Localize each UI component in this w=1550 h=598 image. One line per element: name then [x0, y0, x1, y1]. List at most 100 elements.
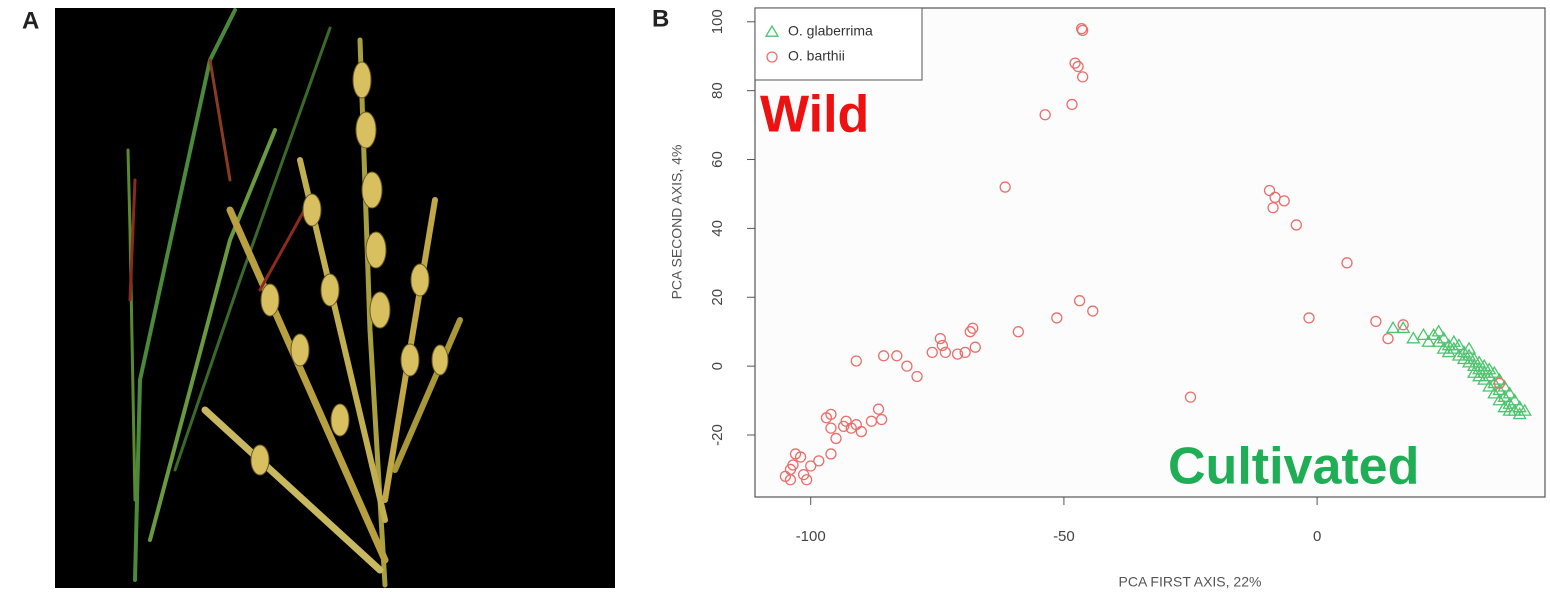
- point: [1497, 400, 1512, 413]
- point: [1396, 320, 1411, 334]
- y-axis-title: PCA SECOND AXIS, 4%: [669, 145, 685, 300]
- point: [1087, 305, 1099, 317]
- point: [1451, 338, 1467, 351]
- point: [1482, 379, 1497, 392]
- point: [967, 322, 979, 334]
- point: [959, 346, 971, 359]
- point: [820, 412, 833, 424]
- point: [805, 460, 817, 472]
- point: [1267, 202, 1279, 214]
- panel-label: B: [652, 5, 669, 32]
- point: [830, 432, 842, 445]
- point: [1303, 312, 1315, 324]
- point: [1461, 341, 1477, 354]
- x-axis-title: PCA FIRST AXIS, 22%: [1119, 574, 1262, 590]
- y-tick-label: 80: [709, 82, 726, 99]
- point: [951, 348, 964, 360]
- point: [1446, 334, 1461, 347]
- point: [934, 332, 946, 345]
- point: [999, 181, 1011, 193]
- point: [825, 448, 837, 460]
- point: [1039, 109, 1051, 121]
- point: [1502, 396, 1517, 409]
- point: [1051, 312, 1063, 324]
- point: [865, 415, 878, 427]
- point: [1477, 365, 1492, 378]
- y-tick-label: 0: [709, 362, 726, 370]
- point: [1512, 407, 1527, 420]
- point: [1466, 358, 1482, 371]
- y-tick-label: 40: [709, 220, 726, 237]
- point: [1461, 355, 1477, 368]
- point: [1472, 369, 1487, 382]
- legend-label: O. barthii: [788, 48, 845, 64]
- point: [1073, 295, 1086, 307]
- point: [794, 451, 807, 463]
- point: [901, 360, 913, 372]
- point: [1076, 71, 1089, 83]
- point: [1451, 348, 1467, 361]
- point: [1436, 341, 1451, 354]
- point: [1385, 320, 1401, 334]
- point: [1456, 351, 1472, 365]
- point: [1184, 391, 1197, 403]
- legend-box: [754, 7, 923, 81]
- panel-label: A: [22, 7, 39, 34]
- plot-frame: [754, 7, 1546, 498]
- point: [1466, 351, 1482, 365]
- point: [1066, 98, 1078, 111]
- point: [855, 425, 867, 438]
- point: [813, 455, 825, 467]
- point: [1370, 315, 1382, 328]
- point: [1441, 338, 1456, 351]
- point: [1507, 403, 1522, 416]
- point: [936, 339, 949, 352]
- point: [850, 355, 862, 367]
- point: [840, 415, 852, 427]
- point: [1492, 393, 1507, 406]
- y-tick-label: 20: [709, 289, 726, 306]
- point: [1421, 334, 1436, 347]
- legend-symbol: [766, 51, 778, 63]
- point: [926, 346, 938, 359]
- legend-symbol: [764, 24, 780, 37]
- point: [1472, 355, 1487, 368]
- point: [1431, 334, 1446, 347]
- point: [1461, 348, 1477, 361]
- y-tick-label: -20: [709, 424, 726, 446]
- point: [1341, 257, 1353, 269]
- point: [1441, 345, 1456, 358]
- point: [969, 341, 981, 353]
- point: [1012, 326, 1024, 338]
- point: [1466, 365, 1482, 378]
- x-tick-label: 0: [1313, 528, 1321, 545]
- point: [1512, 400, 1527, 413]
- y-tick-label: 100: [709, 9, 726, 34]
- point: [911, 370, 923, 383]
- point: [797, 468, 810, 481]
- point: [784, 474, 797, 486]
- point: [1263, 184, 1276, 197]
- rice-photo: [55, 8, 615, 588]
- point: [1487, 386, 1502, 399]
- point: [825, 422, 837, 434]
- point: [1426, 327, 1441, 340]
- point: [1072, 60, 1084, 73]
- annotation: Wild: [760, 86, 869, 144]
- point: [1416, 327, 1431, 340]
- point: [1076, 24, 1089, 37]
- point: [1069, 57, 1081, 69]
- point: [1290, 219, 1303, 231]
- point: [1482, 362, 1497, 375]
- point: [1446, 341, 1461, 354]
- point: [1517, 403, 1532, 416]
- point: [837, 420, 850, 433]
- point: [872, 403, 885, 415]
- point: [1397, 319, 1409, 331]
- point: [1472, 362, 1487, 375]
- point: [1477, 358, 1492, 371]
- point: [1278, 195, 1290, 207]
- point: [877, 350, 890, 362]
